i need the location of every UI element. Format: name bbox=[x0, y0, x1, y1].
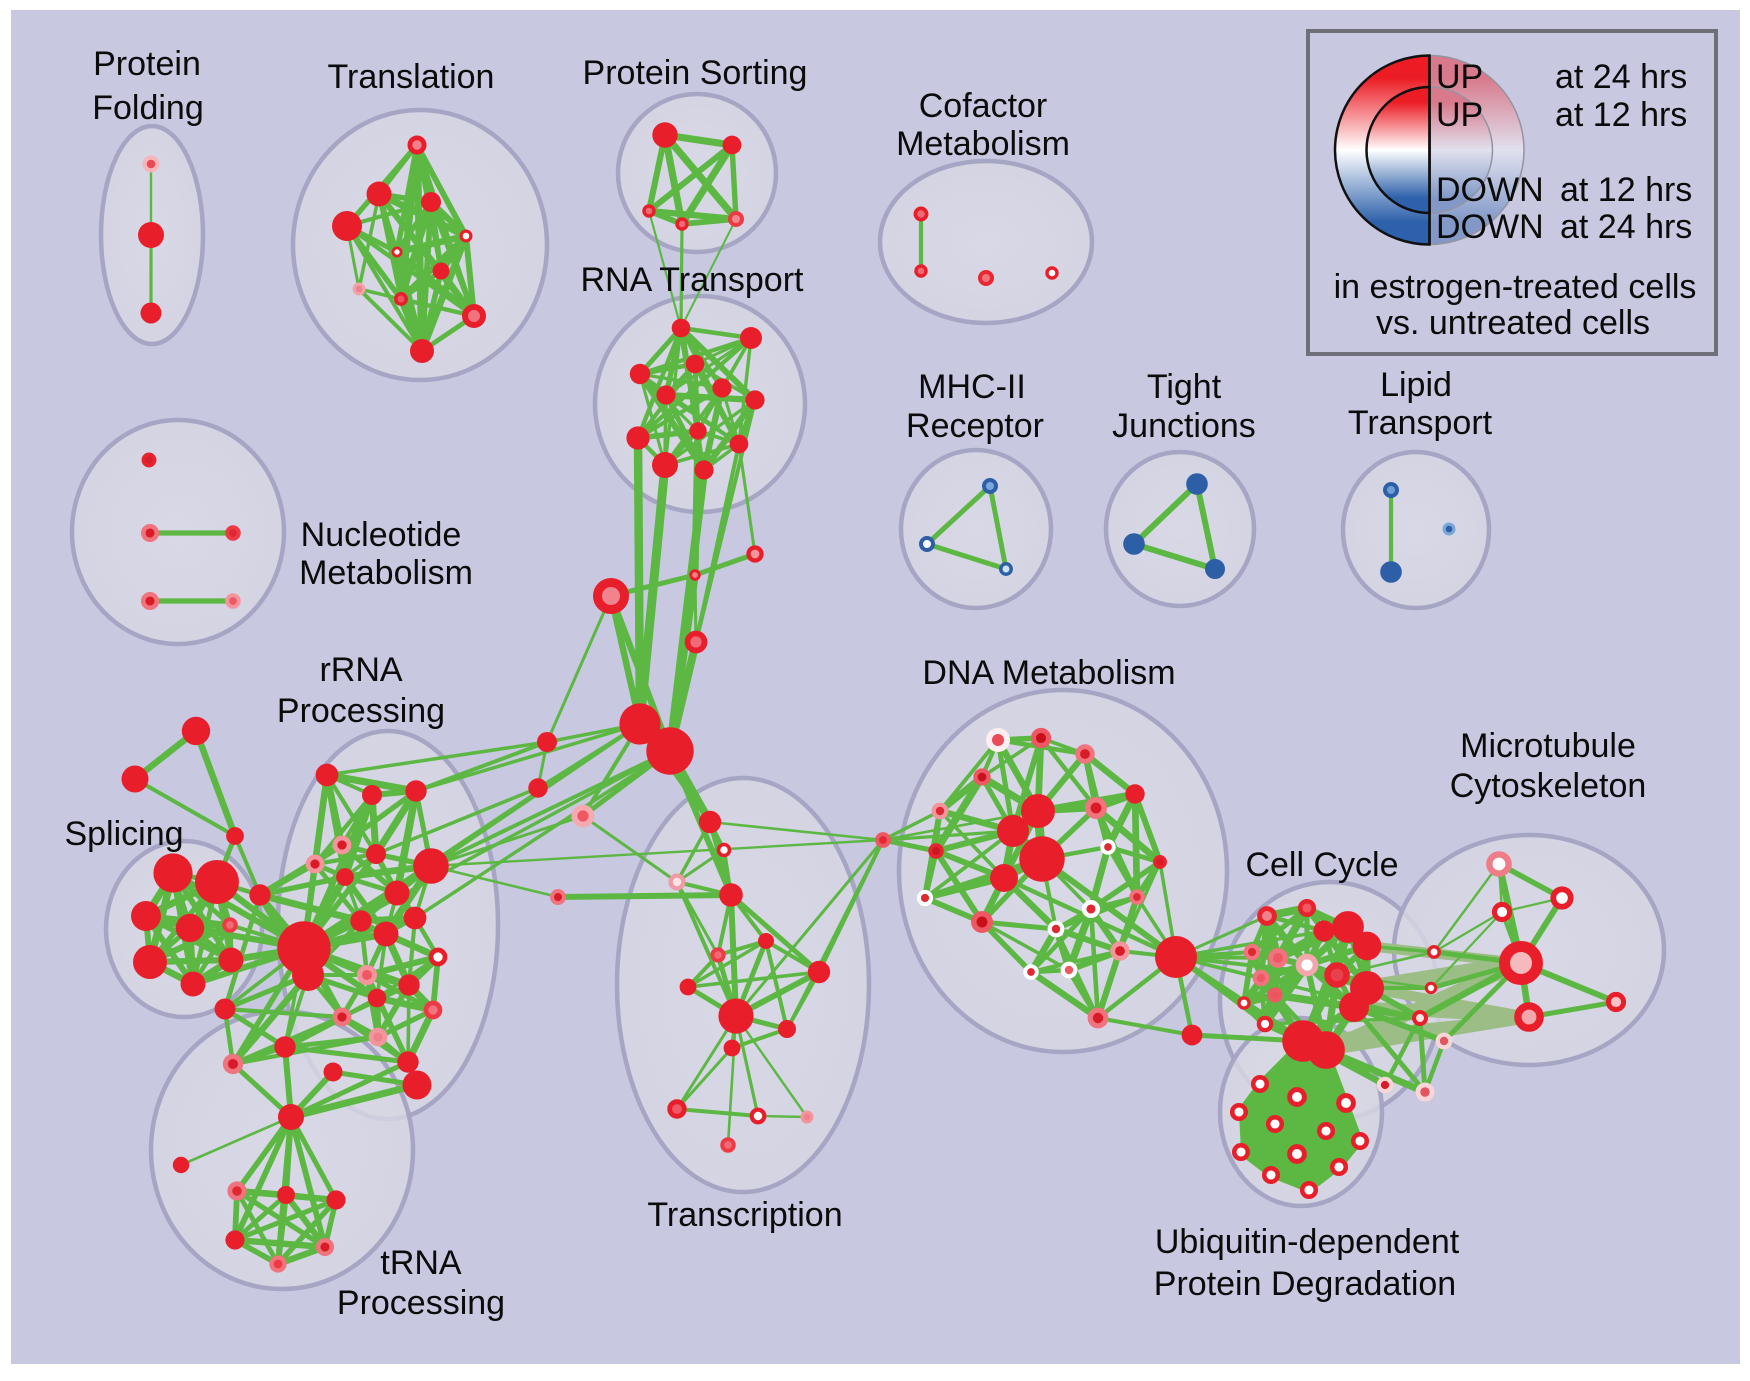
svg-text:UP: UP bbox=[1436, 58, 1483, 96]
svg-text:Microtubule: Microtubule bbox=[1460, 727, 1636, 765]
svg-text:Tight: Tight bbox=[1147, 368, 1222, 406]
svg-text:Cell Cycle: Cell Cycle bbox=[1245, 846, 1398, 884]
svg-text:Protein: Protein bbox=[93, 45, 201, 83]
svg-text:Metabolism: Metabolism bbox=[299, 554, 473, 592]
svg-text:Processing: Processing bbox=[337, 1284, 505, 1322]
svg-text:Nucleotide: Nucleotide bbox=[301, 516, 462, 554]
svg-text:at 12 hrs: at 12 hrs bbox=[1555, 96, 1687, 134]
svg-text:in estrogen-treated cells: in estrogen-treated cells bbox=[1334, 268, 1697, 306]
svg-text:at 24 hrs: at 24 hrs bbox=[1555, 58, 1687, 96]
svg-text:Transcription: Transcription bbox=[647, 1196, 842, 1234]
svg-text:Receptor: Receptor bbox=[906, 407, 1044, 445]
svg-text:Folding: Folding bbox=[92, 89, 204, 127]
svg-text:Junctions: Junctions bbox=[1112, 407, 1256, 445]
svg-text:Ubiquitin-dependent: Ubiquitin-dependent bbox=[1155, 1223, 1460, 1261]
svg-text:DOWN: DOWN bbox=[1436, 171, 1544, 209]
svg-text:Lipid: Lipid bbox=[1380, 366, 1452, 404]
svg-text:UP: UP bbox=[1436, 96, 1483, 134]
svg-text:RNA Transport: RNA Transport bbox=[581, 261, 805, 299]
svg-text:DNA Metabolism: DNA Metabolism bbox=[922, 654, 1175, 692]
svg-text:Cofactor: Cofactor bbox=[919, 87, 1048, 125]
svg-text:Protein Sorting: Protein Sorting bbox=[583, 54, 808, 92]
svg-text:vs. untreated cells: vs. untreated cells bbox=[1376, 304, 1650, 342]
svg-text:DOWN: DOWN bbox=[1436, 208, 1544, 246]
svg-text:Cytoskeleton: Cytoskeleton bbox=[1450, 767, 1647, 805]
svg-text:at 24 hrs: at 24 hrs bbox=[1560, 208, 1692, 246]
svg-text:Protein Degradation: Protein Degradation bbox=[1154, 1265, 1456, 1303]
svg-text:tRNA: tRNA bbox=[380, 1244, 462, 1282]
svg-text:Metabolism: Metabolism bbox=[896, 125, 1070, 163]
svg-text:Translation: Translation bbox=[328, 58, 495, 96]
svg-text:Splicing: Splicing bbox=[64, 815, 183, 853]
svg-text:at 12 hrs: at 12 hrs bbox=[1560, 171, 1692, 209]
svg-text:Processing: Processing bbox=[277, 692, 445, 730]
svg-text:rRNA: rRNA bbox=[319, 651, 402, 689]
svg-text:MHC-II: MHC-II bbox=[918, 368, 1026, 406]
svg-text:Transport: Transport bbox=[1348, 404, 1493, 442]
